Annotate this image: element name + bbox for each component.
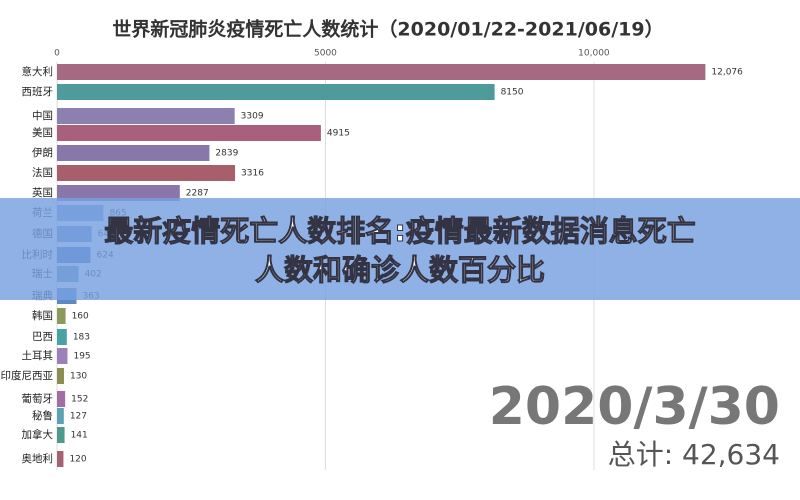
- value-label: 2287: [186, 189, 209, 199]
- value-label: 120: [69, 455, 86, 465]
- value-label: 8150: [501, 88, 524, 98]
- value-label: 183: [73, 333, 90, 343]
- bar: [57, 108, 235, 124]
- bar: [57, 185, 180, 201]
- bar: [57, 408, 64, 424]
- banner-line: 最新疫情死亡人数排名:疫情最新数据消息死亡: [104, 214, 696, 248]
- value-label: 130: [70, 372, 87, 382]
- category-label: 秘鲁: [32, 409, 53, 422]
- value-label: 160: [72, 312, 89, 322]
- bar: [57, 125, 321, 141]
- bar: [57, 348, 68, 364]
- chart-title: 世界新冠肺炎疫情死亡人数统计（2020/01/22-2021/06/19）: [112, 18, 663, 41]
- value-label: 141: [71, 431, 88, 441]
- banner-line: 人数和确诊人数百分比: [255, 253, 545, 287]
- category-label: 印度尼西亚: [1, 369, 54, 382]
- bar: [57, 368, 64, 384]
- category-label: 意大利: [22, 65, 54, 78]
- category-label: 美国: [32, 126, 53, 139]
- category-label: 葡萄牙: [22, 392, 54, 405]
- category-label: 法国: [32, 166, 53, 179]
- category-label: 中国: [32, 109, 53, 122]
- value-label: 2839: [215, 149, 238, 159]
- banner: [0, 198, 800, 300]
- x-tick-label: 0: [54, 49, 60, 59]
- value-label: 127: [70, 412, 87, 422]
- bar: [57, 64, 706, 80]
- date-label: 2020/3/30: [489, 377, 780, 437]
- category-label: 巴西: [32, 331, 53, 343]
- category-label: 韩国: [32, 309, 53, 322]
- category-label: 奥地利: [22, 452, 54, 465]
- bar: [57, 427, 65, 443]
- category-label: 西班牙: [22, 86, 54, 98]
- value-label: 4915: [327, 129, 350, 139]
- bar: [57, 391, 66, 407]
- value-label: 3316: [241, 169, 264, 179]
- category-label: 土耳其: [22, 349, 54, 362]
- bar: [57, 308, 66, 324]
- bar: [57, 145, 210, 161]
- bar: [57, 165, 236, 181]
- total-label: 总计: 42,634: [608, 438, 780, 471]
- bar: [57, 329, 67, 345]
- value-label: 152: [71, 395, 88, 405]
- bar: [57, 451, 64, 467]
- value-label: 195: [73, 352, 90, 362]
- value-label: 12,076: [711, 68, 743, 78]
- category-label: 英国: [32, 186, 53, 199]
- x-tick-label: 5000: [314, 49, 337, 59]
- category-label: 加拿大: [22, 428, 54, 441]
- category-label: 伊朗: [32, 147, 53, 159]
- bar: [57, 84, 495, 100]
- x-tick-label: 10,000: [578, 49, 610, 59]
- value-label: 3309: [241, 112, 264, 122]
